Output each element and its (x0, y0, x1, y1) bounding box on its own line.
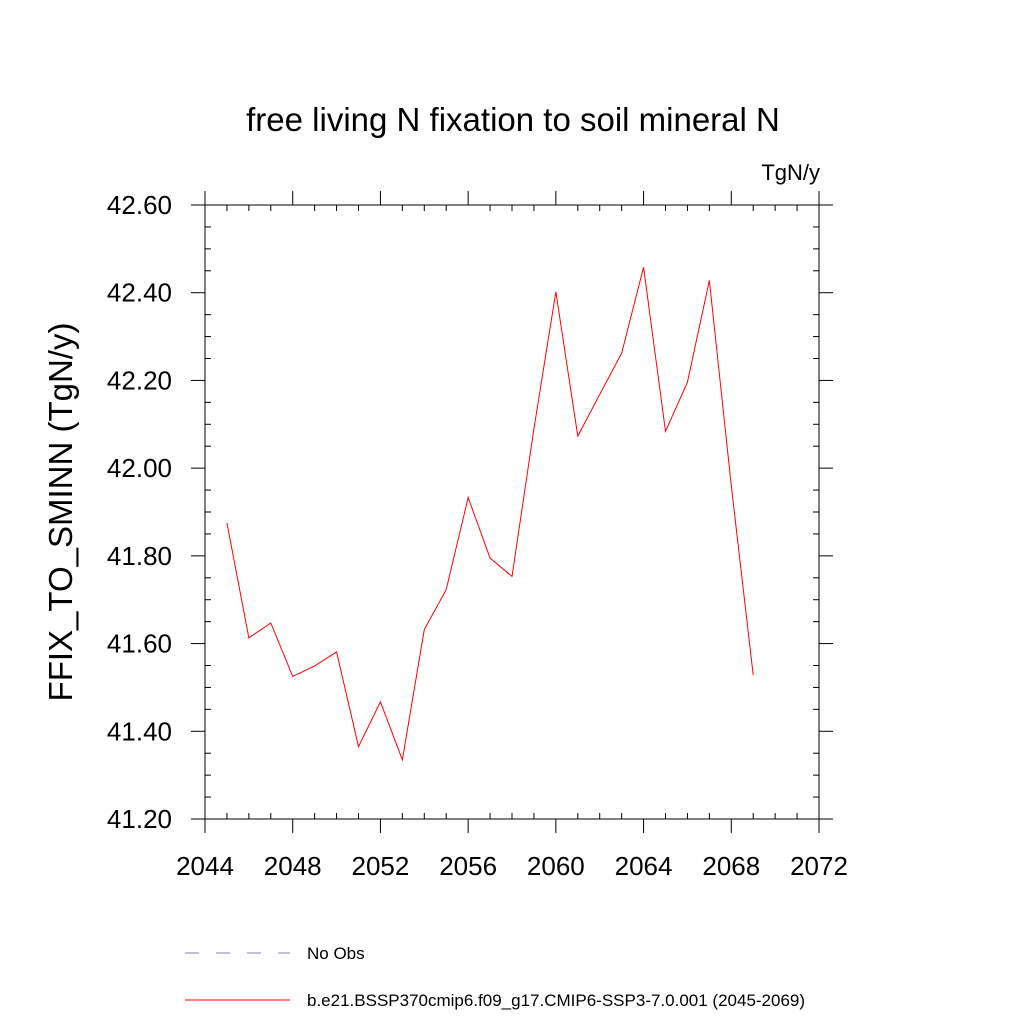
x-tick-label: 2044 (176, 851, 234, 881)
y-tick-label: 41.80 (107, 541, 172, 571)
legend: No Obs b.e21.BSSP370cmip6.f09_g17.CMIP6-… (185, 944, 805, 1010)
y-tick-label: 42.20 (107, 365, 172, 395)
y-tick-label: 42.00 (107, 453, 172, 483)
legend-label-model: b.e21.BSSP370cmip6.f09_g17.CMIP6-SSP3-7.… (307, 991, 805, 1010)
y-tick-label: 41.20 (107, 804, 172, 834)
plot-frame (204, 204, 820, 820)
y-tick-label: 42.60 (107, 190, 172, 220)
series-line-0 (226, 267, 754, 762)
y-tick-label: 42.40 (107, 278, 172, 308)
y-axis-label: FFIX_TO_SMINN (TgN/y) (42, 323, 79, 702)
x-tick-label: 2072 (790, 851, 848, 881)
legend-label-no-obs: No Obs (307, 944, 365, 963)
x-tick-label: 2060 (527, 851, 585, 881)
x-tick-label: 2052 (352, 851, 410, 881)
x-tick-label: 2068 (702, 851, 760, 881)
x-tick-label: 2048 (264, 851, 322, 881)
x-tick-label: 2056 (439, 851, 497, 881)
x-tick-label: 2064 (615, 851, 673, 881)
axis-ticks (191, 191, 833, 833)
series-layer (226, 267, 754, 762)
units-label: TgN/y (761, 160, 820, 185)
y-tick-label: 41.60 (107, 629, 172, 659)
x-tick-labels: 2044 2048 2052 2056 2060 2064 2068 2072 (176, 851, 848, 881)
y-tick-label: 41.40 (107, 716, 172, 746)
chart-title: free living N fixation to soil mineral N (246, 101, 780, 138)
y-tick-labels: 41.20 41.40 41.60 41.80 42.00 42.20 42.40 42.60 (107, 190, 172, 834)
